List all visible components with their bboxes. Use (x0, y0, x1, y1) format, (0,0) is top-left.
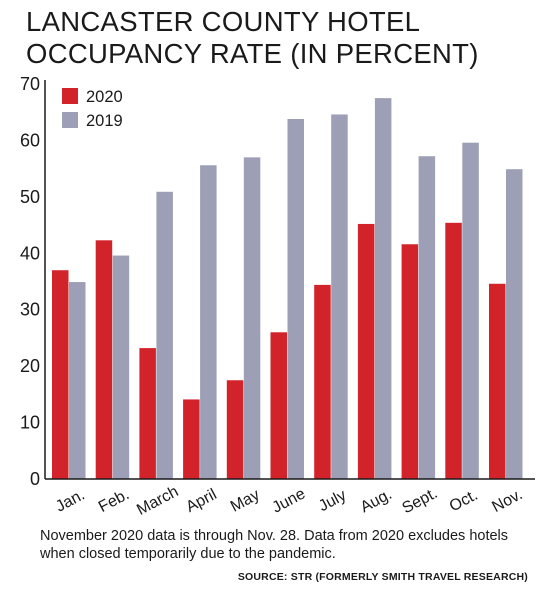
x-category-label: Aug. (358, 486, 395, 516)
bar-2020-sept (401, 244, 419, 479)
bar-2019-nov (506, 169, 523, 479)
bar-2020-may (226, 380, 244, 479)
chart-title: LANCASTER COUNTY HOTEL OCCUPANCY RATE (I… (26, 6, 526, 70)
x-category-label: July (316, 487, 349, 515)
y-tick-label: 40 (20, 243, 40, 263)
y-tick-label: 10 (20, 413, 40, 433)
bar-2020-july (314, 284, 331, 479)
bar-2020-jan (52, 270, 69, 479)
x-category-label: March (134, 483, 181, 519)
legend-label-2019: 2019 (86, 112, 123, 130)
y-tick-label: 20 (20, 356, 40, 376)
x-category-label: Feb. (96, 486, 132, 516)
bar-2019-july (331, 114, 348, 479)
y-tick-label: 0 (30, 469, 40, 489)
chart-title-line-2: OCCUPANCY RATE (IN PERCENT) (26, 38, 479, 69)
y-tick-label: 60 (20, 130, 40, 150)
source-credit: SOURCE: STR (FORMERLY SMITH TRAVEL RESEA… (237, 571, 528, 583)
y-tick-label: 30 (20, 300, 40, 320)
x-category-label: May (228, 486, 263, 515)
bar-2019-march (156, 191, 173, 479)
x-category-label: Sept. (400, 485, 441, 518)
y-tick-label: 50 (20, 187, 40, 207)
legend-swatch-2020 (62, 88, 78, 104)
bar-2020-aug (357, 223, 375, 479)
bar-2019-oct (462, 142, 479, 479)
bar-2020-feb (95, 240, 113, 479)
legend-swatch-2019 (62, 112, 78, 128)
chart-title-line-1: LANCASTER COUNTY HOTEL (26, 6, 421, 37)
bar-2019-feb (112, 255, 130, 479)
occupancy-bar-chart: 0 10 20 30 40 50 60 70 Jan. Feb. March April May June… (20, 74, 535, 519)
bar-2020-april (183, 399, 200, 479)
x-category-label: Oct. (447, 487, 481, 516)
bar-2020-oct (445, 222, 462, 480)
footnote: November 2020 data is through Nov. 28. D… (40, 528, 509, 562)
x-category-label: Nov. (489, 486, 525, 516)
bar-2019-aug (374, 98, 392, 479)
bar-2019-jan (69, 282, 86, 479)
bar-2020-march (139, 348, 156, 479)
bar-2019-june (287, 118, 304, 479)
y-tick-label: 70 (20, 74, 40, 94)
x-category-label: April (183, 486, 219, 516)
bar-2019-april (200, 165, 217, 479)
bar-2019-may (243, 157, 261, 479)
x-category-label: June (270, 485, 309, 516)
bar-2020-june (270, 332, 287, 479)
x-category-label: Jan. (53, 486, 88, 515)
bar-2019-sept (418, 156, 436, 479)
legend-label-2020: 2020 (86, 88, 123, 106)
bar-2020-nov (489, 283, 506, 479)
